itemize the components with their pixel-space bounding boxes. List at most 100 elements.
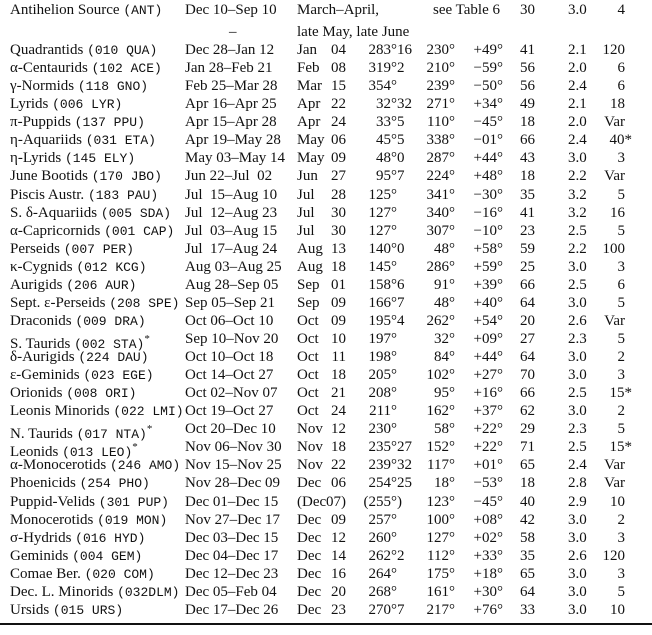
velocity: 41 — [520, 204, 535, 221]
radiant-ra: 48° — [434, 294, 455, 311]
shower-code: (022 LMI) — [113, 404, 184, 420]
bottom-rule — [0, 623, 652, 625]
table-row: Comae Ber. (020 COM) Dec 12–Dec 23 Dec 16 26… — [0, 565, 652, 583]
shower-name-cell: Leonids (013 LEO)* — [10, 438, 138, 462]
velocity: 64 — [520, 349, 535, 365]
zhr: 40* — [609, 132, 633, 149]
shower-name-cell: S. δ-Aquariids (005 SDA) — [10, 204, 171, 223]
radiant-dec: +02° — [473, 529, 503, 546]
velocity: 66 — [520, 132, 535, 149]
radiant-dec: −45° — [473, 493, 503, 510]
shower-name: Leonis Minorids — [10, 403, 110, 420]
shower-name: Phoenicids — [10, 475, 76, 492]
table-row: S. δ-Aquariids (005 SDA) Jul 12–Aug 23 Jul… — [0, 204, 652, 222]
velocity: 41 — [520, 42, 535, 58]
peak-month: Jan — [297, 42, 317, 58]
shower-name-cell: η-Aquariids (031 ETA) — [10, 131, 156, 150]
peak-month: May — [297, 132, 325, 149]
shower-name-cell: N. Taurids (017 NTA)* — [10, 420, 152, 444]
zhr: Var — [604, 312, 625, 329]
shower-name: δ-Aurigids — [10, 349, 75, 365]
velocity: 33 — [520, 601, 535, 618]
activity-dates: Apr 15–Apr 28 — [185, 114, 277, 131]
shower-name-cell: κ-Cygnids (012 KCG) — [10, 258, 147, 277]
table-row: η-Aquariids (031 ETA) Apr 19–May 28 May 06 4… — [0, 131, 652, 149]
activity-dates: Dec 05–Feb 04 — [185, 583, 277, 600]
shower-code: (137 PPU) — [74, 115, 145, 131]
radiant-ra: 18° — [434, 475, 455, 492]
solar-longitude: 257° — [368, 511, 398, 528]
shower-name-cell: ε-Geminids (023 EGE) — [10, 366, 154, 385]
radiant-ra: 102° — [426, 367, 456, 384]
zhr: 5 — [617, 583, 626, 600]
radiant-ra: 162° — [426, 403, 456, 420]
radiant-ra: 32° — [434, 331, 455, 347]
zhr: 3 — [617, 367, 626, 384]
peak-month: Sep — [297, 276, 320, 293]
peak-day: 14 — [331, 547, 346, 564]
shower-name-cell: γ-Normids (118 GNO) — [10, 77, 148, 96]
peak-day: 28 — [331, 186, 346, 203]
shower-name: Leonids — [10, 444, 59, 461]
radiant-dec: +37° — [473, 403, 503, 420]
solar-longitude: 260° — [368, 529, 398, 546]
solar-longitude: 48°0 — [376, 150, 405, 167]
zhr: 3 — [617, 150, 626, 167]
activity-dates: Oct 19–Oct 27 — [185, 403, 274, 420]
solar-longitude: (255°) — [363, 493, 403, 510]
population-index: 2.5 — [568, 385, 587, 402]
solar-longitude: 127° — [368, 204, 398, 221]
velocity: 43 — [520, 150, 535, 167]
peak-month: Dec — [297, 601, 322, 618]
radiant-dec: +58° — [473, 240, 503, 257]
activity-dates: Apr 16–Apr 25 — [185, 96, 277, 113]
peak-month: Oct — [297, 367, 319, 384]
shower-code: (023 EGE) — [83, 368, 154, 384]
population-index: 2.2 — [568, 168, 587, 185]
solar-longitude: 354° — [368, 78, 398, 95]
velocity: 35 — [520, 547, 535, 564]
activity-dates: Dec 03–Dec 15 — [185, 529, 279, 546]
velocity: 23 — [520, 222, 535, 239]
velocity: 71 — [520, 439, 535, 456]
solar-longitude: 166°7 — [368, 294, 405, 311]
peak-month: Nov — [297, 439, 323, 456]
table-row: γ-Normids (118 GNO) Feb 25–Mar 28 Mar 15 354… — [0, 77, 652, 95]
shower-name: Sept. ε-Perseids — [10, 294, 106, 311]
peak-day: 20 — [331, 583, 346, 600]
zhr: 16 — [610, 204, 625, 221]
table-row: α-Monocerotids (246 AMO) Nov 15–Nov 25 Nov… — [0, 456, 652, 474]
peak-month: Jul — [297, 222, 315, 239]
shower-name: γ-Normids — [10, 78, 75, 95]
activity-dates: Jul 17–Aug 24 — [185, 240, 278, 257]
peak-day: 10 — [331, 331, 346, 347]
peak-day: 24 — [331, 403, 346, 420]
radiant-ra: 217° — [426, 601, 456, 618]
population-index: 3.0 — [568, 403, 587, 420]
solar-longitude: 262°2 — [368, 547, 405, 564]
peak-month: Sep — [297, 294, 320, 311]
table-row: Quadrantids (010 QUA) Dec 28–Jan 12 Jan 04 2… — [0, 41, 652, 59]
radiant-ra: 58° — [434, 421, 455, 438]
table-row: Puppid-Velids (301 PUP) Dec 01–Dec 15 (Dec… — [0, 493, 652, 511]
peak-day: 27 — [331, 168, 346, 185]
radiant-dec: +34° — [473, 96, 503, 113]
table-row: Lyrids (006 LYR) Apr 16–Apr 25 Apr 22 32°32 2… — [0, 95, 652, 113]
radiant-dec: +08° — [473, 511, 503, 528]
population-index: 3.0 — [568, 367, 587, 384]
zhr: 120 — [602, 547, 626, 564]
solar-longitude: 145° — [368, 258, 398, 275]
shower-name-cell: π-Puppids (137 PPU) — [10, 113, 145, 132]
table-row: α-Capricornids (001 CAP) Jul 03–Aug 15 Jul… — [0, 222, 652, 240]
velocity: 30 — [520, 2, 535, 18]
solar-longitude: 125° — [368, 186, 398, 203]
population-index: 3.0 — [568, 294, 587, 311]
population-index: 2.3 — [568, 421, 587, 438]
radiant-ra: 123° — [426, 493, 456, 510]
radiant-ra: 210° — [426, 60, 456, 77]
shower-code: (017 NTA) — [76, 427, 147, 443]
radiant-ra: 100° — [426, 511, 456, 528]
peak-day: 16 — [331, 565, 346, 582]
shower-name: Dec. L. Minorids — [10, 583, 114, 600]
shower-code: (102 ACE) — [91, 61, 162, 77]
